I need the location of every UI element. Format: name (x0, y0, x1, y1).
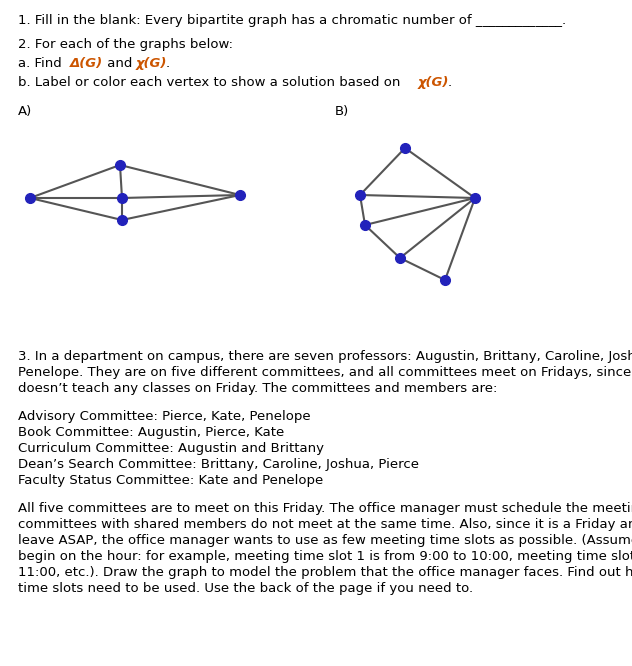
Text: time slots need to be used. Use the back of the page if you need to.: time slots need to be used. Use the back… (18, 582, 473, 595)
Text: All five committees are to meet on this Friday. The office manager must schedule: All five committees are to meet on this … (18, 502, 632, 515)
Text: Dean’s Search Committee: Brittany, Caroline, Joshua, Pierce: Dean’s Search Committee: Brittany, Carol… (18, 458, 419, 471)
Text: Advisory Committee: Pierce, Kate, Penelope: Advisory Committee: Pierce, Kate, Penelo… (18, 410, 310, 423)
Text: begin on the hour: for example, meeting time slot 1 is from 9:00 to 10:00, meeti: begin on the hour: for example, meeting … (18, 550, 632, 563)
Text: B): B) (335, 105, 349, 118)
Text: .: . (166, 57, 170, 70)
Text: .: . (448, 76, 452, 89)
Text: 1. Fill in the blank: Every bipartite graph has a chromatic number of __________: 1. Fill in the blank: Every bipartite gr… (18, 14, 566, 27)
Text: A): A) (18, 105, 32, 118)
Text: 11:00, etc.). Draw the graph to model the problem that the office manager faces.: 11:00, etc.). Draw the graph to model th… (18, 566, 632, 579)
Text: Curriculum Committee: Augustin and Brittany: Curriculum Committee: Augustin and Britt… (18, 442, 324, 455)
Text: 2. For each of the graphs below:: 2. For each of the graphs below: (18, 38, 233, 51)
Text: b. Label or color each vertex to show a solution based on: b. Label or color each vertex to show a … (18, 76, 404, 89)
Text: a. Find: a. Find (18, 57, 66, 70)
Text: Faculty Status Committee: Kate and Penelope: Faculty Status Committee: Kate and Penel… (18, 474, 323, 487)
Text: Δ(G): Δ(G) (70, 57, 103, 70)
Text: Book Committee: Augustin, Pierce, Kate: Book Committee: Augustin, Pierce, Kate (18, 426, 284, 439)
Text: committees with shared members do not meet at the same time. Also, since it is a: committees with shared members do not me… (18, 518, 632, 531)
Text: and: and (103, 57, 137, 70)
Text: leave ASAP, the office manager wants to use as few meeting time slots as possibl: leave ASAP, the office manager wants to … (18, 534, 632, 547)
Text: 3. In a department on campus, there are seven professors: Augustin, Brittany, Ca: 3. In a department on campus, there are … (18, 350, 632, 363)
Text: χ(G): χ(G) (418, 76, 449, 89)
Text: Penelope. They are on five different committees, and all committees meet on Frid: Penelope. They are on five different com… (18, 366, 632, 379)
Text: χ(G): χ(G) (136, 57, 167, 70)
Text: doesn’t teach any classes on Friday. The committees and members are:: doesn’t teach any classes on Friday. The… (18, 382, 497, 395)
